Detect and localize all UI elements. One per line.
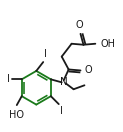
Text: O: O bbox=[85, 65, 92, 76]
Text: N: N bbox=[60, 77, 68, 87]
Text: O: O bbox=[76, 20, 83, 30]
Text: I: I bbox=[60, 106, 63, 116]
Text: I: I bbox=[44, 49, 47, 59]
Text: OH: OH bbox=[100, 39, 115, 49]
Text: HO: HO bbox=[9, 110, 24, 120]
Text: I: I bbox=[7, 74, 10, 84]
